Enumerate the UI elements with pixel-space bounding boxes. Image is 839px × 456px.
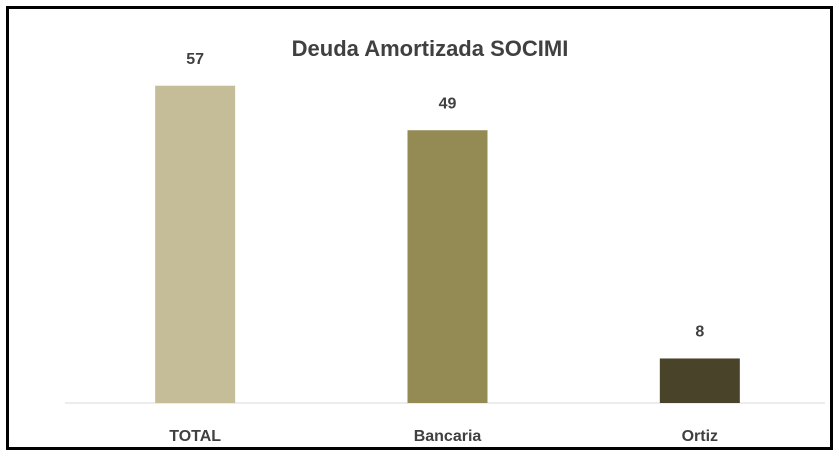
- x-tick-label: Bancaria: [414, 428, 482, 445]
- x-tick-label: Ortiz: [682, 428, 718, 445]
- chart-title: Deuda Amortizada SOCIMI: [292, 36, 569, 61]
- x-tick-label: TOTAL: [169, 428, 221, 445]
- data-label: 57: [186, 51, 204, 68]
- data-label: 49: [439, 95, 457, 112]
- bar: [155, 85, 236, 403]
- bar: [407, 130, 488, 403]
- bar: [659, 358, 740, 403]
- data-label: 8: [695, 324, 704, 341]
